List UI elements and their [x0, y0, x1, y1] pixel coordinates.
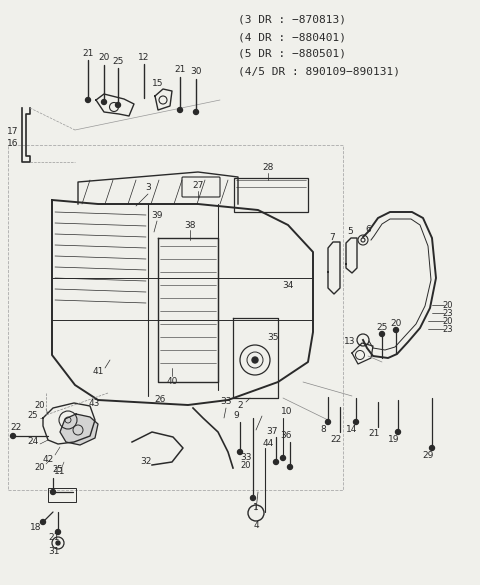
- Circle shape: [56, 529, 60, 535]
- Text: 36: 36: [280, 432, 292, 441]
- Text: 41: 41: [92, 367, 104, 377]
- Text: 9: 9: [233, 411, 239, 421]
- Circle shape: [380, 332, 384, 336]
- Text: 21: 21: [48, 534, 60, 542]
- Text: 40: 40: [166, 377, 178, 387]
- Text: 1: 1: [253, 503, 259, 511]
- Text: (5 DR : −880501): (5 DR : −880501): [238, 49, 346, 59]
- Text: 32: 32: [140, 457, 152, 466]
- Text: 25: 25: [376, 324, 388, 332]
- Circle shape: [56, 541, 60, 545]
- Text: 20: 20: [35, 463, 45, 472]
- Text: 44: 44: [263, 439, 274, 448]
- Text: 17: 17: [7, 128, 19, 136]
- Bar: [8, 145, 343, 490]
- Text: 38: 38: [184, 222, 196, 230]
- Circle shape: [238, 449, 242, 455]
- Text: 20: 20: [443, 316, 453, 325]
- Text: 25: 25: [112, 57, 124, 66]
- Text: 22: 22: [11, 424, 22, 432]
- Text: 37: 37: [266, 428, 278, 436]
- Text: 33: 33: [240, 453, 252, 463]
- Text: 13: 13: [344, 338, 356, 346]
- Circle shape: [101, 99, 107, 105]
- Circle shape: [274, 459, 278, 464]
- Circle shape: [40, 519, 46, 525]
- Text: 22: 22: [330, 435, 342, 445]
- Text: 7: 7: [329, 232, 335, 242]
- Circle shape: [430, 446, 434, 450]
- Text: 11: 11: [54, 467, 66, 477]
- Text: 18: 18: [30, 524, 42, 532]
- Text: 23: 23: [443, 308, 453, 318]
- Text: 31: 31: [48, 548, 60, 556]
- Text: 39: 39: [151, 211, 163, 219]
- Bar: [234, 178, 308, 212]
- Circle shape: [280, 456, 286, 460]
- Text: (4 DR : −880401): (4 DR : −880401): [238, 32, 346, 42]
- Text: 20: 20: [390, 318, 402, 328]
- Circle shape: [11, 433, 15, 439]
- Text: 20: 20: [241, 460, 251, 470]
- Text: 6: 6: [365, 225, 371, 233]
- Circle shape: [325, 419, 331, 425]
- Text: 26: 26: [154, 395, 166, 404]
- Circle shape: [288, 464, 292, 470]
- Circle shape: [85, 98, 91, 102]
- Text: 34: 34: [282, 281, 294, 291]
- Text: 20: 20: [443, 301, 453, 309]
- Circle shape: [50, 490, 56, 494]
- Text: 12: 12: [138, 53, 150, 61]
- Text: 10: 10: [281, 408, 293, 417]
- Text: 43: 43: [88, 398, 100, 408]
- Bar: [48, 488, 76, 502]
- Text: 24: 24: [27, 438, 38, 446]
- Text: (4/5 DR : 890109−890131): (4/5 DR : 890109−890131): [238, 66, 400, 76]
- Text: 28: 28: [262, 163, 274, 173]
- Text: 27: 27: [192, 181, 204, 191]
- Text: 21: 21: [82, 49, 94, 57]
- Text: 20: 20: [98, 53, 110, 63]
- Circle shape: [396, 429, 400, 435]
- Text: 20: 20: [35, 401, 45, 411]
- Text: 29: 29: [422, 450, 434, 459]
- Text: 2: 2: [237, 401, 243, 409]
- Circle shape: [193, 109, 199, 115]
- Text: 30: 30: [190, 67, 202, 77]
- Circle shape: [116, 102, 120, 108]
- Text: 25: 25: [28, 411, 38, 421]
- Text: 21: 21: [174, 66, 186, 74]
- Text: 35: 35: [267, 333, 279, 342]
- Text: (3 DR : −870813): (3 DR : −870813): [238, 15, 346, 25]
- Text: 3: 3: [145, 184, 151, 192]
- Text: 8: 8: [320, 425, 326, 435]
- Text: 42: 42: [42, 455, 54, 463]
- Text: 16: 16: [7, 139, 19, 149]
- Polygon shape: [60, 414, 98, 445]
- Text: 21: 21: [368, 429, 380, 439]
- Circle shape: [178, 108, 182, 112]
- Text: 25: 25: [53, 466, 63, 474]
- Text: 15: 15: [152, 78, 164, 88]
- Text: 23: 23: [443, 325, 453, 333]
- Circle shape: [353, 419, 359, 425]
- Text: 4: 4: [253, 521, 259, 531]
- Circle shape: [394, 328, 398, 332]
- Text: 19: 19: [388, 435, 400, 445]
- Text: 14: 14: [346, 425, 358, 435]
- Circle shape: [252, 357, 258, 363]
- Text: 33: 33: [220, 397, 232, 407]
- Text: 5: 5: [347, 228, 353, 236]
- Circle shape: [251, 495, 255, 501]
